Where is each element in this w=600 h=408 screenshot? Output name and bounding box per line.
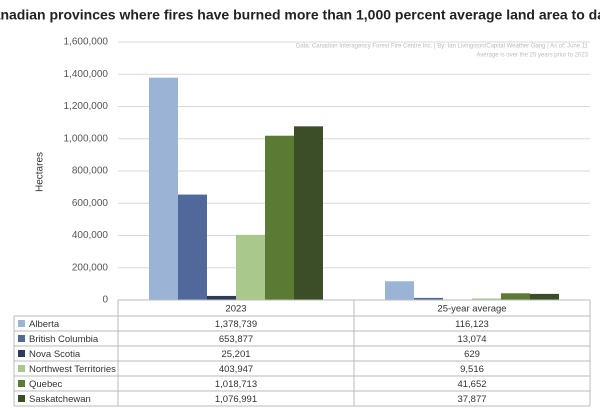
legend-swatch [18,350,25,357]
y-tick-label: 1,400,000 [64,69,109,80]
table-value: 629 [464,349,480,360]
bar [530,293,559,300]
table-value: 653,877 [219,334,253,345]
legend-label: Nova Scotia [29,349,81,360]
y-tick-label: 600,000 [72,198,109,209]
y-tick-label: 800,000 [72,166,109,177]
legend-label: Alberta [29,319,60,330]
table-value: 1,018,713 [215,379,257,390]
table-value: 25,201 [221,349,250,360]
average-note: Average is over the 25 years prior to 20… [476,53,588,59]
y-tick-label: 400,000 [72,230,109,241]
table-value: 403,947 [219,364,253,375]
table-value: 1,076,991 [215,394,257,405]
legend-label: Northwest Territories [29,364,116,375]
y-tick-label: 200,000 [72,262,109,273]
bar [149,77,178,300]
table-value: 37,877 [457,394,486,405]
table-value: 116,123 [455,319,489,330]
bar [472,298,501,300]
y-tick-label: 1,000,000 [64,133,109,144]
bar [178,194,207,300]
legend-swatch [18,380,25,387]
table-value: 41,652 [457,379,486,390]
source-note: Data: Canadian Interagency Forest Fire C… [296,44,589,50]
legend-swatch [18,365,25,372]
bar [385,281,414,300]
table-value: 1,378,739 [215,319,257,330]
x-tick-label: 25-year average [437,304,506,315]
table-value: 9,516 [460,364,484,375]
legend-swatch [18,335,25,342]
bar [265,135,294,300]
legend-swatch [18,395,25,402]
legend-label: British Columbia [29,334,99,345]
y-tick-label: 1,600,000 [64,37,109,48]
bar [207,295,236,300]
chart-title: Canadian provinces where fires have burn… [0,7,600,23]
y-axis-label: Hectares [35,152,46,192]
bar [501,293,530,300]
bar [414,297,443,300]
y-tick-label: 0 [102,295,108,306]
legend-label: Quebec [29,379,63,390]
table-value: 13,074 [457,334,486,345]
x-tick-label: 2023 [225,304,246,315]
bar [294,126,323,300]
y-tick-label: 1,200,000 [64,101,109,112]
legend-swatch [18,320,25,327]
bar [236,234,265,300]
legend-label: Saskatchewan [29,394,91,405]
